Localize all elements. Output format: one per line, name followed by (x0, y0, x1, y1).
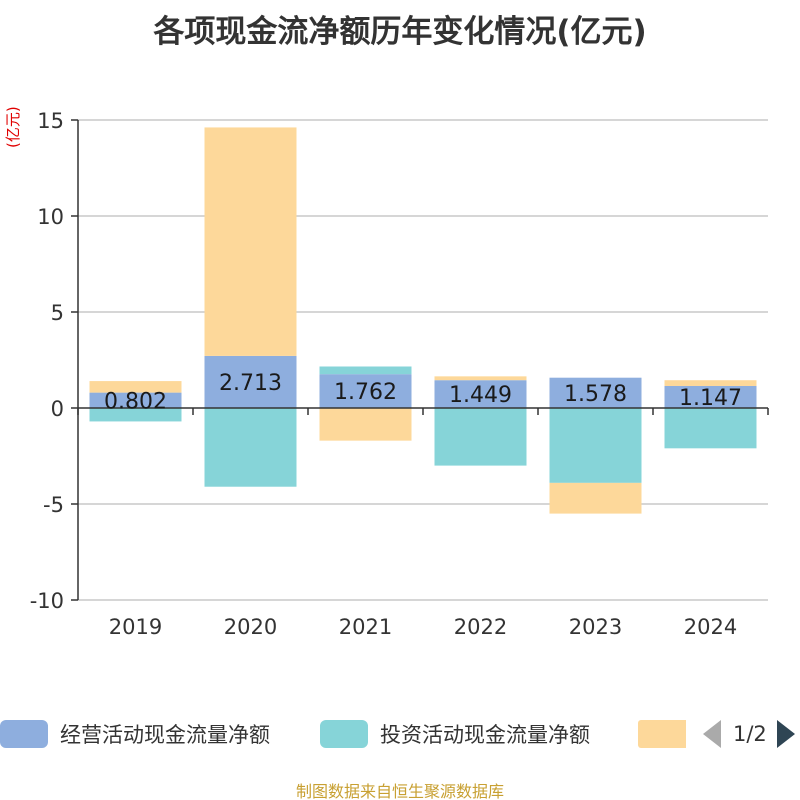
y-tick-label: -5 (43, 493, 64, 517)
bar-2021-series2 (319, 408, 412, 441)
y-tick-label: 10 (37, 205, 64, 229)
data-label-2024: 1.147 (679, 386, 742, 411)
bar-2023-series2 (549, 482, 642, 514)
x-tick-label-2021: 2021 (339, 615, 392, 639)
legend-swatch-financing (638, 720, 686, 748)
data-label-2020: 2.713 (219, 371, 282, 396)
legend-next-page-icon[interactable] (776, 720, 795, 748)
y-tick-label: 5 (51, 301, 64, 325)
legend-pager: 1/2 (703, 716, 795, 752)
bar-2020-series1 (204, 408, 297, 487)
bar-2020-series0 (204, 355, 297, 408)
bar-2019-series0 (89, 392, 182, 408)
data-label-2019: 0.802 (104, 389, 167, 414)
x-tick-label-2023: 2023 (569, 615, 622, 639)
legend-prev-page-icon[interactable] (703, 720, 721, 748)
y-tick-label: 0 (51, 397, 64, 421)
bar-2023-series1 (549, 408, 642, 483)
y-tick-label: 15 (37, 109, 64, 133)
bar-2020-series2 (204, 127, 297, 356)
bar-2024-series2 (664, 380, 757, 386)
bar-2024-series1 (664, 408, 757, 449)
data-source-footer: 制图数据来自恒生聚源数据库 (295, 782, 504, 800)
data-label-2021: 1.762 (334, 380, 397, 405)
x-tick-label-2022: 2022 (454, 615, 507, 639)
x-tick-label-2024: 2024 (684, 615, 737, 639)
legend-item-operating[interactable]: 经营活动现金流量净额 (0, 716, 270, 752)
data-label-2023: 1.578 (564, 382, 627, 407)
bar-2023-series0 (549, 377, 642, 408)
chart-title: 各项现金流净额历年变化情况(亿元) (153, 14, 647, 50)
legend-item-financing[interactable] (638, 716, 698, 752)
bar-2022-series0 (434, 380, 527, 408)
bar-2024-series0 (664, 385, 757, 408)
bar-2019-series1 (89, 408, 182, 422)
legend-swatch-investing (320, 720, 368, 748)
legend: 经营活动现金流量净额 投资活动现金流量净额 1/2 (0, 716, 800, 752)
data-label-2022: 1.449 (449, 383, 512, 408)
y-tick-label: -10 (30, 589, 64, 613)
bar-2022-series2 (434, 376, 527, 381)
legend-item-investing[interactable]: 投资活动现金流量净额 (320, 716, 590, 752)
plot-area: 15 10 5 0 -5 -10 2019 2020 2021 2022 2023 2024 0.802… (30, 109, 769, 639)
bar-2021-series1 (319, 366, 412, 375)
legend-swatch-operating (0, 720, 48, 748)
x-tick-label-2020: 2020 (224, 615, 277, 639)
bar-2021-series0 (319, 374, 412, 408)
bar-2022-series1 (434, 408, 527, 466)
x-tick-label-2019: 2019 (109, 615, 162, 639)
legend-page-indicator: 1/2 (733, 722, 767, 746)
legend-label-investing: 投资活动现金流量净额 (380, 723, 590, 747)
legend-label-operating: 经营活动现金流量净额 (60, 723, 270, 747)
bar-2019-series2 (89, 381, 182, 393)
